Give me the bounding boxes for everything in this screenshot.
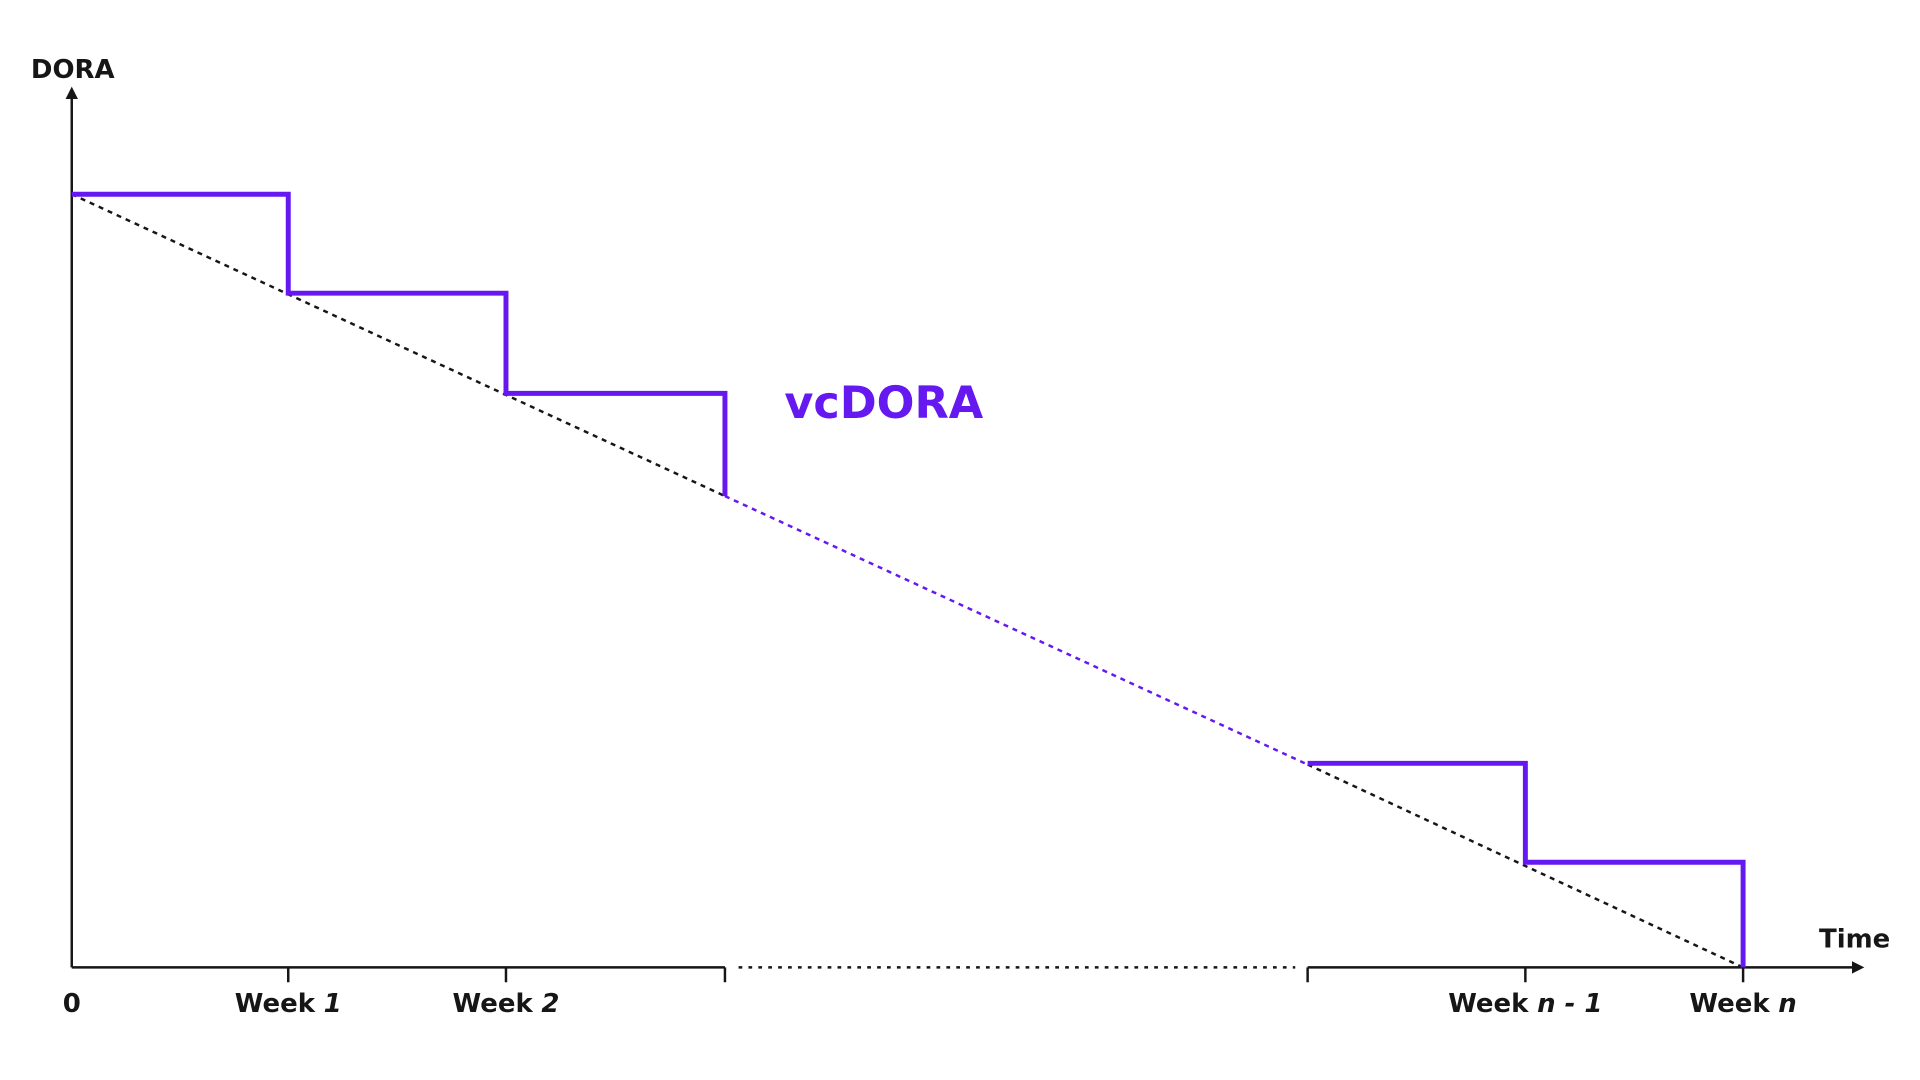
x-tick-label: Week n - 1 (1448, 989, 1602, 1019)
step-line (1307, 760, 1746, 968)
tick-marks (287, 967, 1745, 983)
tick-labels: 0 Week 1 Week 2 Week n - 1 Week n (63, 989, 1797, 1019)
x-tick-label: Week 1 (235, 989, 342, 1019)
tick-word: Week (235, 989, 316, 1019)
tick-index: n (1778, 989, 1797, 1019)
tick-index: 1 (324, 989, 342, 1019)
tick-word: Week (1448, 989, 1529, 1019)
x-axis-title: Time (1819, 925, 1890, 955)
x-tick-label: Week 2 (453, 989, 560, 1019)
trend-line (71, 193, 726, 498)
trend-line (1307, 763, 1744, 969)
x-tick-label: Week n (1689, 989, 1796, 1019)
tick-word: Week (1689, 989, 1770, 1019)
step-line (71, 191, 728, 497)
series-label: vcDORA (784, 377, 983, 429)
tick-word: Week (453, 989, 534, 1019)
tick-index: n - 1 (1537, 989, 1602, 1019)
x-tick-label: 0 (63, 989, 81, 1019)
tick-index: 2 (541, 989, 559, 1019)
tick-word: 0 (63, 989, 81, 1019)
trend-line-projected (724, 494, 1309, 766)
y-axis-title: DORA (31, 55, 115, 85)
